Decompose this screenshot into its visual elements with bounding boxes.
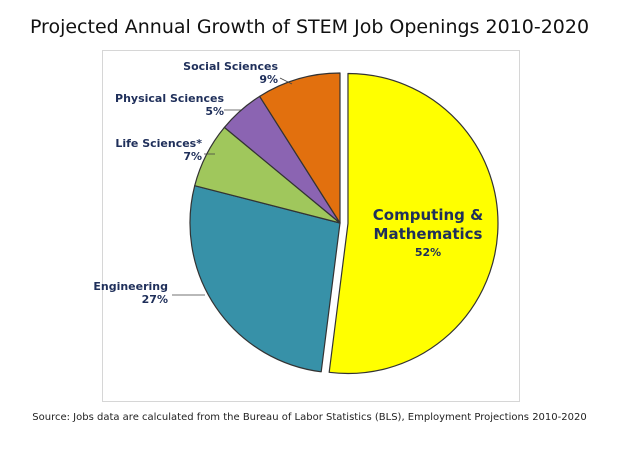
slice-pct-label-1: 27% — [142, 293, 168, 306]
chart-title: Projected Annual Growth of STEM Job Open… — [29, 16, 590, 38]
slice-pct-label-3: 5% — [205, 105, 224, 118]
slice-label-4: Social Sciences — [183, 60, 278, 73]
slice-pct-label-2: 7% — [183, 150, 202, 163]
slice-label-1: Engineering — [93, 280, 168, 293]
pie-slice-1 — [189, 185, 341, 373]
pie-slices — [189, 72, 499, 375]
pie-slice-0 — [328, 72, 499, 375]
slice-label-0: Mathematics — [374, 225, 483, 243]
slice-label-0: Computing & — [373, 206, 483, 224]
slice-label-3: Physical Sciences — [115, 92, 224, 105]
leader-line-4 — [279, 77, 293, 85]
pie-slice-4 — [259, 72, 341, 224]
slice-pct-label-0: 52% — [415, 246, 441, 259]
slice-label-2: Life Sciences* — [115, 137, 202, 150]
slice-pct-label-4: 9% — [259, 73, 278, 86]
source-note: Source: Jobs data are calculated from th… — [32, 412, 587, 423]
